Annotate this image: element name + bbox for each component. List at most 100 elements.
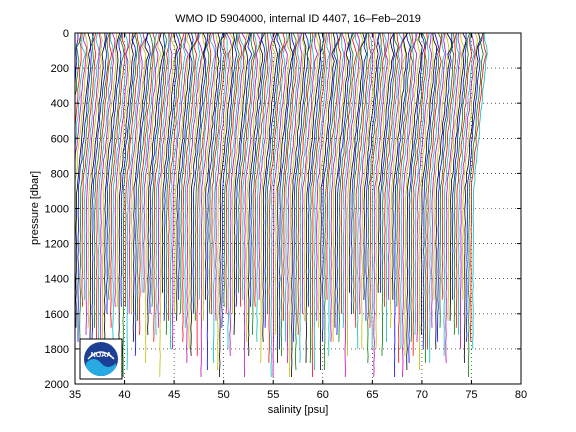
salinity-profile bbox=[443, 33, 460, 356]
salinity-profile bbox=[196, 33, 212, 356]
salinity-profile bbox=[293, 33, 309, 342]
salinity-profile bbox=[136, 33, 154, 321]
y-tick-label: 800 bbox=[51, 168, 69, 180]
salinity-profile bbox=[141, 33, 157, 293]
salinity-profile bbox=[309, 33, 325, 363]
y-tick-label: 1800 bbox=[45, 344, 69, 356]
salinity-profile bbox=[301, 33, 318, 314]
y-tick-label: 2000 bbox=[45, 379, 69, 391]
salinity-profile bbox=[319, 33, 336, 371]
salinity-profile bbox=[422, 33, 439, 349]
salinity-profile bbox=[356, 33, 373, 349]
x-axis-title: salinity [psu] bbox=[268, 404, 329, 416]
salinity-profile bbox=[377, 33, 395, 293]
salinity-profile bbox=[178, 33, 194, 300]
salinity-profile bbox=[346, 33, 364, 356]
salinity-profile bbox=[351, 33, 368, 314]
salinity-profile bbox=[153, 33, 170, 342]
y-tick-label: 200 bbox=[51, 63, 69, 75]
salinity-profile bbox=[381, 33, 399, 356]
salinity-profile bbox=[303, 33, 321, 321]
salinity-profile bbox=[176, 33, 193, 321]
salinity-profile bbox=[272, 33, 290, 378]
salinity-profile bbox=[286, 33, 303, 363]
salinity-profile bbox=[408, 33, 426, 363]
salinity-profile bbox=[437, 33, 454, 342]
salinity-profile bbox=[369, 33, 386, 328]
salinity-profile bbox=[344, 33, 360, 378]
x-tick-label: 45 bbox=[168, 389, 180, 401]
salinity-profile bbox=[75, 33, 87, 168]
salinity-profile bbox=[299, 33, 317, 363]
salinity-profile bbox=[383, 33, 400, 307]
salinity-profile bbox=[433, 33, 450, 300]
salinity-profile bbox=[305, 33, 321, 363]
salinity-profile bbox=[87, 33, 103, 328]
salinity-profile bbox=[367, 33, 383, 363]
y-tick-label: 1400 bbox=[45, 274, 69, 286]
y-tick-label: 1200 bbox=[45, 239, 69, 251]
salinity-profile bbox=[462, 33, 478, 300]
salinity-profile bbox=[429, 33, 446, 363]
salinity-profile bbox=[332, 33, 350, 342]
salinity-profile bbox=[307, 33, 324, 307]
salinity-profile bbox=[227, 33, 245, 349]
salinity-profile bbox=[145, 33, 162, 363]
salinity-profile bbox=[75, 33, 82, 130]
chart-title: WMO ID 5904000, internal ID 4407, 16–Feb… bbox=[175, 13, 421, 25]
salinity-profile bbox=[75, 33, 89, 193]
salinity-profile bbox=[231, 33, 248, 314]
salinity-profile bbox=[103, 33, 121, 342]
salinity-profile bbox=[211, 33, 227, 314]
salinity-profile bbox=[336, 33, 353, 335]
salinity-profile bbox=[213, 33, 228, 363]
salinity-profile bbox=[459, 33, 476, 349]
salinity-profile bbox=[426, 33, 443, 349]
salinity-profile bbox=[359, 33, 376, 314]
salinity-profile bbox=[455, 33, 473, 328]
salinity-profile bbox=[89, 33, 106, 363]
salinity-profile bbox=[412, 33, 428, 356]
salinity-profile bbox=[465, 33, 484, 342]
salinity-profile bbox=[258, 33, 275, 300]
salinity-profile bbox=[472, 33, 488, 349]
salinity-profile bbox=[252, 33, 268, 335]
salinity-profile bbox=[435, 33, 453, 349]
salinity-profile bbox=[198, 33, 216, 300]
salinity-profile bbox=[219, 33, 236, 378]
salinity-profile bbox=[155, 33, 171, 335]
salinity-profile bbox=[114, 33, 131, 307]
salinity-profile bbox=[262, 33, 279, 342]
salinity-profile bbox=[215, 33, 233, 321]
salinity-profile bbox=[75, 33, 82, 104]
salinity-profile bbox=[326, 33, 343, 300]
salinity-profile bbox=[390, 33, 407, 328]
salinity-profile bbox=[278, 33, 296, 349]
salinity-profile bbox=[110, 33, 126, 328]
salinity-profile bbox=[97, 33, 114, 356]
salinity-profile bbox=[324, 33, 341, 371]
salinity-profile bbox=[276, 33, 294, 363]
salinity-profile bbox=[280, 33, 297, 356]
salinity-profile bbox=[297, 33, 314, 335]
salinity-profile bbox=[316, 33, 331, 321]
salinity-profile bbox=[365, 33, 381, 321]
salinity-profile bbox=[99, 33, 116, 356]
salinity-profile bbox=[330, 33, 347, 342]
salinity-profile bbox=[243, 33, 261, 378]
salinity-profile bbox=[451, 33, 467, 300]
y-tick-label: 1600 bbox=[45, 309, 69, 321]
salinity-profile bbox=[418, 33, 434, 371]
salinity-profile bbox=[163, 33, 181, 321]
salinity-profile bbox=[321, 33, 339, 342]
salinity-profile bbox=[120, 33, 137, 307]
salinity-profile bbox=[190, 33, 207, 356]
salinity-profile bbox=[449, 33, 467, 321]
salinity-profile bbox=[134, 33, 151, 356]
x-tick-label: 65 bbox=[366, 389, 378, 401]
salinity-profile bbox=[91, 33, 108, 342]
salinity-profile bbox=[334, 33, 350, 328]
salinity-profile bbox=[285, 33, 301, 342]
